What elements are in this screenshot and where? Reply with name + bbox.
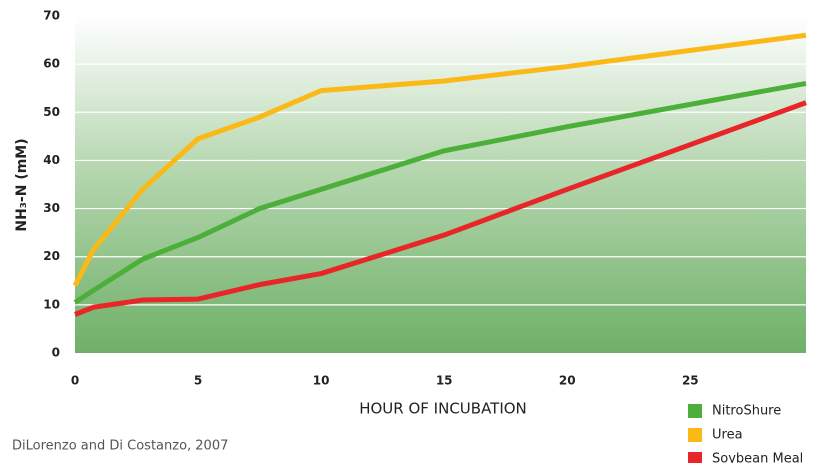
legend-label: NitroShure [712,404,781,419]
x-tick-label: 25 [682,374,699,388]
legend-label: Urea [712,428,743,443]
y-tick-label: 10 [43,297,60,311]
y-tick-label: 60 [43,57,60,71]
x-tick-label: 5 [194,374,202,388]
series-line [73,80,807,305]
legend-swatch [688,428,702,442]
y-tick-label: 40 [43,153,60,167]
y-tick-label: 50 [43,105,60,119]
x-tick-label: 20 [559,374,576,388]
source-note: DiLorenzo and Di Costanzo, 2007 [12,439,228,454]
series-line [72,32,807,287]
legend-swatch [688,452,702,466]
legend-label: Soybean Meal [712,452,803,464]
x-tick-label: 15 [436,374,453,388]
y-tick-label: 70 [43,9,60,23]
x-axis-title: HOUR OF INCUBATION [359,400,527,418]
plot-area [75,16,806,353]
y-tick-label: 30 [43,201,60,215]
y-tick-label: 0 [52,346,60,360]
x-tick-label: 10 [313,374,330,388]
y-axis-title: NH₃-N (mM) [14,138,30,231]
y-tick-label: 20 [43,249,60,263]
series-line [74,100,807,317]
legend-swatch [688,404,702,418]
x-tick-label: 0 [71,374,79,388]
